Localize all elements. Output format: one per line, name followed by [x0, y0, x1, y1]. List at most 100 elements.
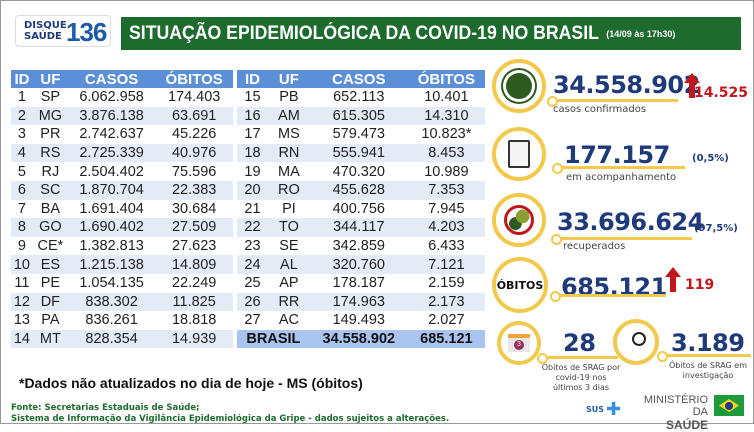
- table-row: 6 SC 1.870.704 22.383: [11, 180, 233, 200]
- table-cell: ES: [32, 255, 68, 274]
- table-row: 2 MG 3.876.138 63.691: [11, 106, 233, 126]
- no-virus-icon: [492, 193, 546, 247]
- table-cell: 6.062.958: [79, 89, 144, 106]
- total-label: BRASIL: [237, 329, 310, 349]
- recovered-value: 33.696.624: [557, 208, 704, 236]
- divider: [550, 291, 666, 302]
- table-cell: 15: [244, 89, 261, 106]
- table-cell: AL: [268, 255, 310, 274]
- table-cell: 470.320: [332, 163, 385, 180]
- table-cell: 555.941: [309, 143, 408, 163]
- table-cell: 10: [11, 255, 33, 274]
- source-line-1: Fonte: Secretarias Estaduais de Saúde;: [11, 403, 200, 413]
- table-cell: 21: [244, 200, 261, 217]
- table-header: ID UF CASOS ÓBITOS: [237, 70, 485, 88]
- table-row: 23 SE 342.859 6.433: [237, 237, 485, 256]
- table-cell: 23: [244, 238, 261, 255]
- table-cell: 10.823*: [421, 126, 472, 143]
- table-cell: 14: [11, 329, 33, 349]
- table-cell: 7.945: [428, 200, 465, 217]
- srag-3days-caption: Óbitos de SRAG por covid-19 nos últimos …: [541, 363, 621, 392]
- table-cell: 6.433: [428, 238, 465, 255]
- table-cell: RJ: [41, 163, 60, 180]
- table-cell: RR: [268, 292, 310, 312]
- table-cell: 836.261: [85, 312, 138, 329]
- monitoring-pct: (0,5%): [692, 153, 729, 164]
- table-row: 3 PR 2.742.637 45.226: [11, 125, 233, 144]
- divider: [551, 234, 692, 245]
- table-cell: 18.818: [171, 312, 217, 329]
- column-header: ID: [237, 70, 268, 88]
- table-cell: 14.809: [155, 255, 233, 274]
- table-cell: 8: [11, 218, 33, 237]
- table-row: 14 MT 828.354 14.939: [11, 329, 233, 349]
- srag-3days-value: 28: [563, 329, 596, 357]
- table-cell: 11: [14, 275, 30, 292]
- table-row: 17 MS 579.473 10.823*: [237, 125, 485, 144]
- table-cell: 27.509: [155, 218, 233, 237]
- table-cell: PR: [40, 126, 61, 143]
- table-cell: TO: [268, 218, 310, 237]
- column-header: ID: [11, 70, 33, 88]
- monitoring-caption: em acompanhamento: [566, 172, 677, 183]
- table-cell: 27.623: [171, 238, 217, 255]
- table-cell: 22.383: [155, 180, 233, 200]
- table-cell: 8.453: [407, 143, 485, 163]
- divider: [537, 353, 618, 364]
- table-cell: 4.203: [407, 218, 485, 237]
- table-cell: 3: [17, 126, 26, 143]
- recovered-caption: recuperados: [563, 241, 626, 252]
- table-cell: 2.725.339: [67, 143, 156, 163]
- table-cell: 26: [237, 292, 268, 312]
- table-cell: AM: [268, 106, 310, 126]
- table-cell: 10.401: [424, 89, 469, 106]
- table-cell: 14.939: [155, 329, 233, 349]
- deaths-badge: ÓBITOS: [492, 257, 548, 313]
- clipboard-icon: [492, 127, 546, 181]
- table-cell: 18: [237, 143, 268, 163]
- monitoring-value: 177.157: [564, 141, 670, 169]
- table-cell: PB: [279, 89, 299, 106]
- table-row: 4 RS 2.725.339 40.976: [11, 143, 233, 163]
- table-cell: PE: [40, 275, 61, 292]
- table-cell: 1.215.138: [67, 255, 156, 274]
- table-row: 5 RJ 2.504.402 75.596: [11, 162, 233, 181]
- table-cell: 1: [17, 89, 26, 106]
- total-row: BRASIL 34.558.902 685.121: [237, 329, 485, 349]
- table-cell: BA: [40, 200, 61, 217]
- table-cell: 22.249: [171, 275, 217, 292]
- table-cell: RO: [268, 180, 310, 200]
- table-cell: 344.117: [309, 218, 408, 237]
- table-cell: 30.684: [171, 200, 217, 217]
- table-cell: 6: [11, 180, 33, 200]
- table-cell: RN: [268, 143, 310, 163]
- table-cell: 1.382.813: [79, 238, 144, 255]
- table-cell: 2: [11, 106, 33, 126]
- deaths-increase: 119: [685, 277, 715, 293]
- column-header: CASOS: [309, 70, 408, 88]
- table-cell: MA: [278, 163, 300, 180]
- table-cell: 16: [237, 106, 268, 126]
- arrow-up-icon: [665, 267, 681, 292]
- table-row: 20 RO 455.628 7.353: [237, 180, 485, 200]
- table-cell: 838.302: [67, 292, 156, 312]
- brazil-flag-icon: [714, 395, 744, 416]
- table-cell: SP: [40, 89, 61, 106]
- table-row: 15 PB 652.113 10.401: [237, 88, 485, 107]
- title-banner: SITUAÇÃO EPIDEMIOLÓGICA DA COVID-19 NO B…: [121, 17, 741, 50]
- table-cell: 19: [244, 163, 261, 180]
- table-cell: 1.690.402: [67, 218, 156, 237]
- footnote: *Dados não atualizados no dia de hoje - …: [19, 375, 363, 391]
- table-row: 9 CE* 1.382.813 27.623: [11, 237, 233, 256]
- states-table-right: ID UF CASOS ÓBITOS 15 PB 652.113 10.401 16 AM 615.…: [237, 70, 485, 349]
- column-header: UF: [268, 70, 310, 88]
- column-header: ÓBITOS: [407, 70, 485, 88]
- table-cell: 615.305: [309, 106, 408, 126]
- recovered-pct: (97,5%): [694, 223, 738, 234]
- table-cell: MG: [32, 106, 68, 126]
- table-header: ID UF CASOS ÓBITOS: [11, 70, 233, 88]
- table-cell: 342.859: [332, 238, 385, 255]
- table-cell: 1.054.135: [79, 275, 144, 292]
- table-cell: 12: [11, 292, 33, 312]
- table-row: 11 PE 1.054.135 22.249: [11, 274, 233, 293]
